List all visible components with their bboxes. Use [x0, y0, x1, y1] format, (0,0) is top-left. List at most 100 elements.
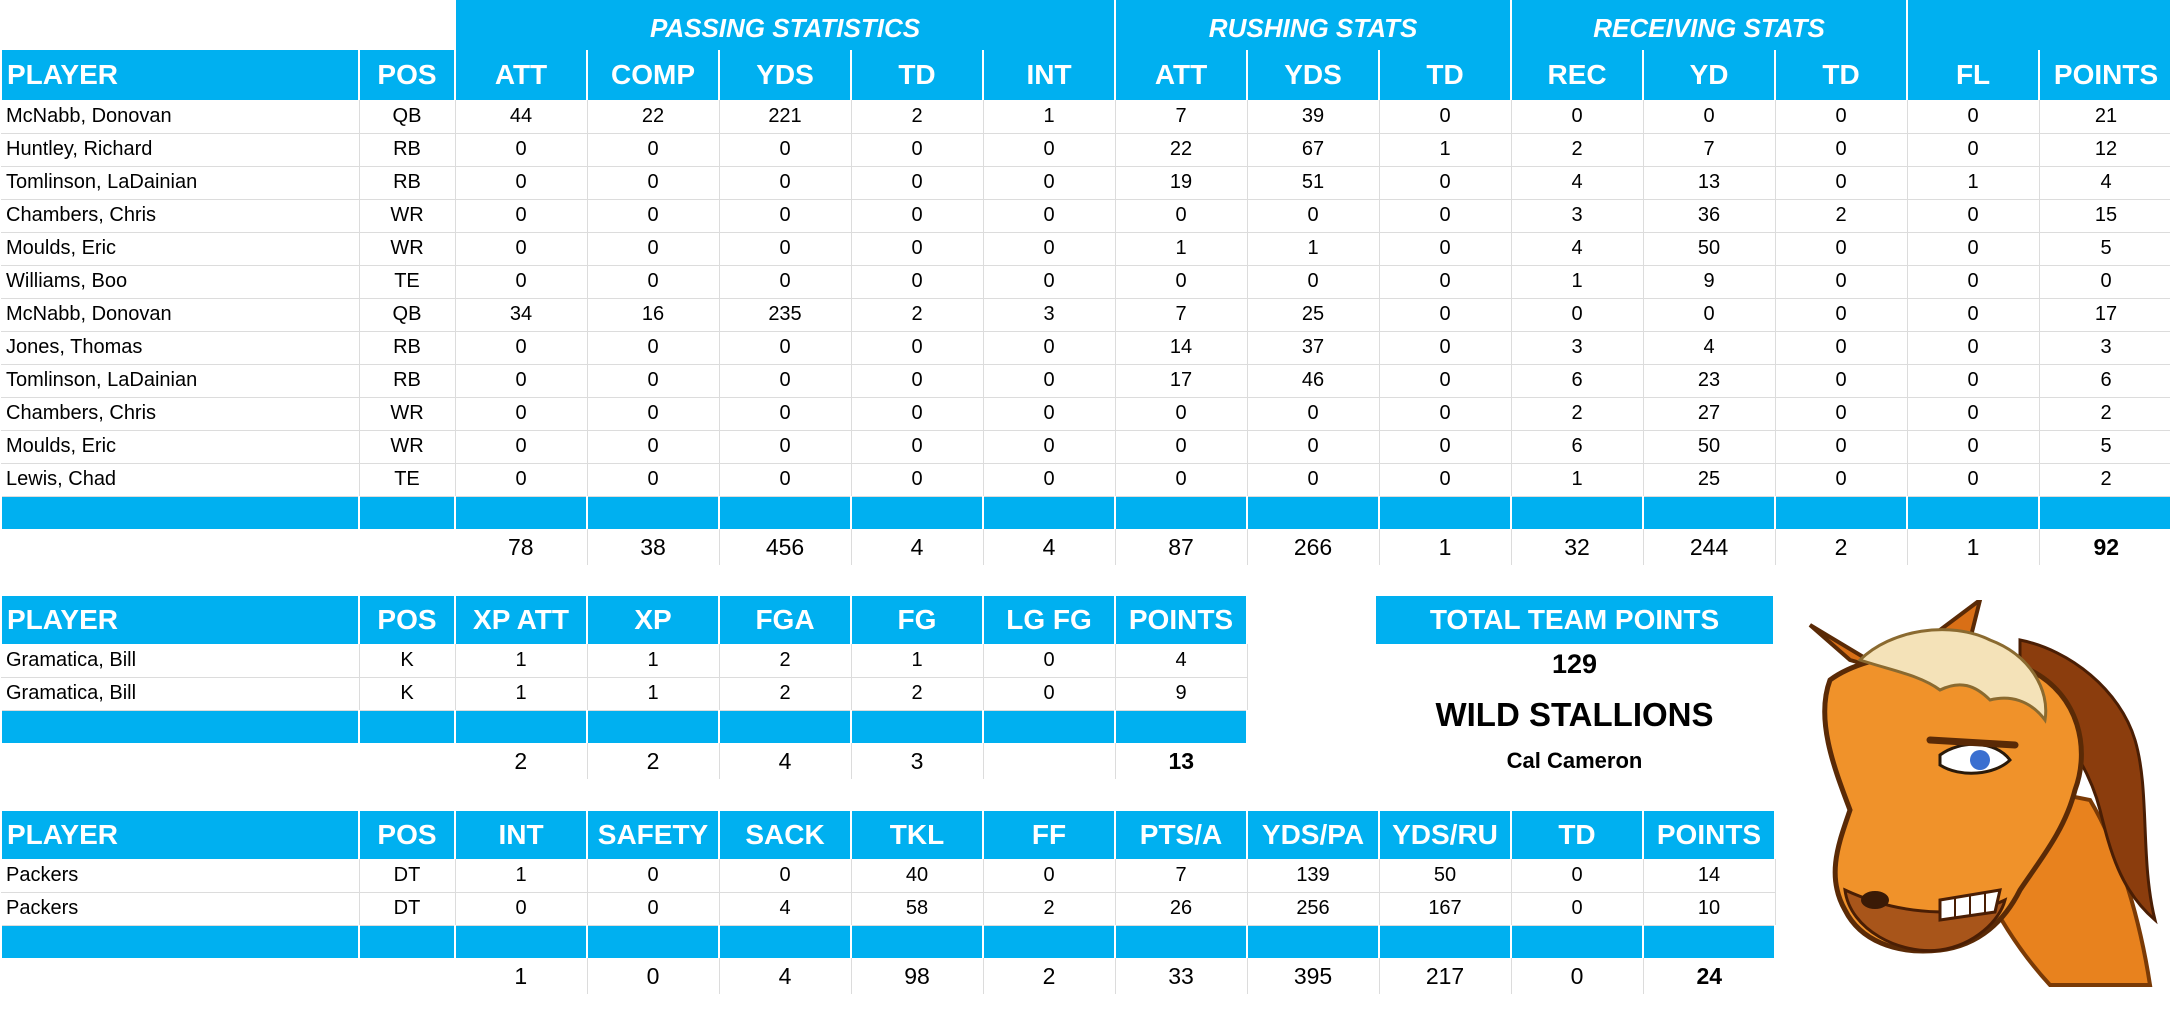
- stat-cell: 1: [455, 644, 588, 678]
- stat-cell: 0: [1775, 430, 1908, 464]
- table-row: Gramatica, Bill K 1 1 2 2 0 9: [1, 677, 1248, 711]
- kicking-rows: Gramatica, Bill K 1 1 2 1 0 4 Gramatica, Bill K 1 1…: [1, 644, 1248, 711]
- table-row: Tomlinson, LaDainian RB 0 0 0 0 0 19 51 0 4 13 0 1 4: [1, 166, 2170, 200]
- spacer-cell: [850, 710, 984, 743]
- stat-cell: 0: [1379, 430, 1512, 464]
- stat-cell: 1: [587, 677, 720, 711]
- stat-cell: 0: [1643, 100, 1776, 134]
- stat-cell: RB: [359, 331, 456, 365]
- stallion-mascot-icon: [1808, 600, 2158, 987]
- total-cell: 266: [1247, 529, 1380, 565]
- total-cell: 3: [851, 743, 984, 779]
- total-cell: 4: [851, 529, 984, 565]
- stat-cell: 0: [455, 199, 588, 233]
- total-cell: 1: [1379, 529, 1512, 565]
- stat-cell: 0: [1247, 265, 1380, 299]
- stat-cell: 0: [851, 166, 984, 200]
- stat-cell: 9: [1643, 265, 1776, 299]
- offense-column-headers: PLAYER POS ATT COMP YDS TD INT ATT YDS TD REC YD TD F…: [0, 50, 2170, 100]
- stat-cell: 40: [851, 859, 984, 893]
- stat-cell: 12: [2039, 133, 2170, 167]
- stat-cell: 2: [719, 677, 852, 711]
- total-cell: 2: [1775, 529, 1908, 565]
- blank-header-cell: [0, 0, 456, 50]
- stat-cell: 1: [1247, 232, 1380, 266]
- stat-cell: 0: [1775, 232, 1908, 266]
- total-cell: [983, 743, 1116, 779]
- column-header: COMP: [586, 50, 720, 100]
- stat-cell: 0: [1907, 430, 2040, 464]
- total-cell: 1: [1907, 529, 2040, 565]
- stat-cell: 0: [455, 397, 588, 431]
- stat-cell: 0: [1115, 199, 1248, 233]
- kicking-column-headers: PLAYER POS XP ATT XP FGA FG LG FG POINTS: [0, 596, 1248, 644]
- spacer-cell: [1510, 496, 1645, 529]
- stat-cell: 0: [1379, 397, 1512, 431]
- stat-cell: 2: [1511, 397, 1644, 431]
- total-cell: 4: [983, 529, 1116, 565]
- spacer-cell: [0, 710, 360, 743]
- stat-cell: 17: [2039, 298, 2170, 332]
- column-header: POS: [358, 50, 456, 100]
- defense-totals-row: 1 0 4 98 2 33 395 217 0 24: [1, 958, 1775, 994]
- spacer-cell: [0, 925, 360, 958]
- stat-cell: 0: [1775, 298, 1908, 332]
- stat-cell: 0: [1115, 463, 1248, 497]
- stat-cell: 0: [983, 364, 1116, 398]
- stat-cell: 67: [1247, 133, 1380, 167]
- offense-spacer-bar: [0, 496, 2170, 529]
- stat-cell: 3: [983, 298, 1116, 332]
- player-name: Williams, Boo: [1, 265, 360, 299]
- stat-cell: 0: [1115, 397, 1248, 431]
- stat-cell: 0: [719, 133, 852, 167]
- stat-cell: 0: [1907, 397, 2040, 431]
- stat-cell: 235: [719, 298, 852, 332]
- stat-cell: 0: [1775, 364, 1908, 398]
- stat-cell: 1: [455, 859, 588, 893]
- stat-cell: 0: [1907, 265, 2040, 299]
- column-header: TD: [1378, 50, 1513, 100]
- stat-cell: 50: [1643, 430, 1776, 464]
- stat-cell: 0: [1907, 100, 2040, 134]
- spacer-cell: [1642, 496, 1777, 529]
- spacer-cell: [1114, 710, 1248, 743]
- spacer-cell: [1774, 496, 1909, 529]
- stat-cell: 22: [1115, 133, 1248, 167]
- stat-cell: 0: [1775, 100, 1908, 134]
- stat-cell: 0: [1775, 463, 1908, 497]
- column-header: TD: [1510, 811, 1644, 859]
- stat-cell: 7: [1115, 100, 1248, 134]
- stat-cell: 0: [851, 199, 984, 233]
- stat-cell: 0: [455, 133, 588, 167]
- stat-cell: 139: [1247, 859, 1380, 893]
- stat-cell: 0: [1247, 463, 1380, 497]
- stat-cell: 0: [719, 199, 852, 233]
- stat-cell: 2: [851, 298, 984, 332]
- stat-cell: TE: [359, 463, 456, 497]
- total-cell: 244: [1643, 529, 1776, 565]
- stat-cell: 36: [1643, 199, 1776, 233]
- player-name: Huntley, Richard: [1, 133, 360, 167]
- column-header: TD: [850, 50, 984, 100]
- stat-cell: WR: [359, 430, 456, 464]
- stat-cell: 27: [1643, 397, 1776, 431]
- stat-cell: 51: [1247, 166, 1380, 200]
- spacer-cell: [454, 710, 588, 743]
- column-header: SACK: [718, 811, 852, 859]
- column-header: POS: [358, 811, 456, 859]
- table-row: Tomlinson, LaDainian RB 0 0 0 0 0 17 46 0 6 23 0 0 6: [1, 364, 2170, 398]
- stat-cell: 0: [455, 265, 588, 299]
- receiving-group-header: RECEIVING STATS: [1510, 0, 1909, 50]
- stat-cell: 0: [587, 265, 720, 299]
- spacer-cell: [1642, 925, 1776, 958]
- spacer-cell: [1114, 496, 1249, 529]
- stat-cell: 25: [1643, 463, 1776, 497]
- column-header: FG: [850, 596, 984, 644]
- stat-cell: RB: [359, 133, 456, 167]
- stat-cell: 0: [983, 133, 1116, 167]
- stat-cell: 0: [719, 859, 852, 893]
- stat-cell: 0: [587, 859, 720, 893]
- stat-cell: 19: [1115, 166, 1248, 200]
- stat-cell: 1: [1115, 232, 1248, 266]
- column-header: YDS: [718, 50, 852, 100]
